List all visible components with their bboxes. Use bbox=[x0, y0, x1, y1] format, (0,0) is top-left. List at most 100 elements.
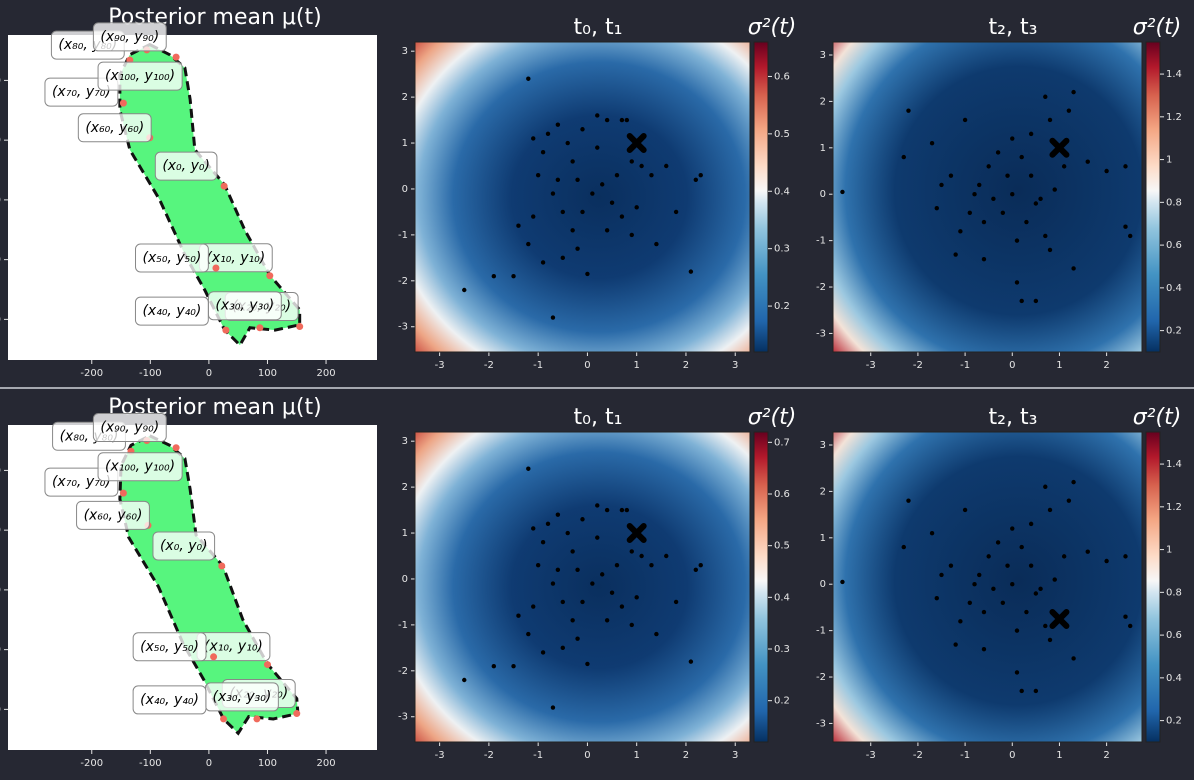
sample-point bbox=[526, 77, 530, 81]
x-tick-label: 0 bbox=[1009, 750, 1015, 761]
sample-point bbox=[1086, 160, 1090, 164]
sample-point bbox=[595, 503, 599, 507]
sample-point bbox=[1020, 299, 1024, 303]
sample-point bbox=[526, 632, 530, 636]
x-tick-label: -3 bbox=[435, 750, 445, 761]
sample-point bbox=[585, 662, 589, 666]
y-tick-label: 200 bbox=[0, 465, 1, 476]
sample-point bbox=[1005, 173, 1009, 177]
x-tick-label: -100 bbox=[139, 368, 162, 379]
sample-point bbox=[1053, 577, 1057, 581]
x-tick-label: -2 bbox=[913, 360, 923, 371]
landmark-label: (x₉₀, y₉₀) bbox=[100, 420, 159, 436]
sample-point bbox=[531, 214, 535, 218]
y-tick-label: 0 bbox=[402, 184, 408, 195]
colorbar-tick-label: 0.6 bbox=[774, 489, 790, 500]
landmark-point bbox=[221, 183, 228, 190]
panel: -200-1000100200-200-1000100200Posterior … bbox=[0, 395, 377, 769]
sample-point bbox=[902, 545, 906, 549]
x-tick-label: 0 bbox=[584, 750, 590, 761]
sample-point bbox=[1043, 234, 1047, 238]
panel: -3-2-10123-3-2-10123t₀, t₁0.20.30.40.50.… bbox=[398, 15, 796, 371]
colorbar-tick-label: 0.2 bbox=[1166, 716, 1182, 727]
sample-point bbox=[600, 572, 604, 576]
sample-point bbox=[949, 173, 953, 177]
variance-field bbox=[833, 432, 1142, 742]
sample-point bbox=[674, 600, 678, 604]
sample-point bbox=[906, 498, 910, 502]
sample-point bbox=[1034, 201, 1038, 205]
colorbar-label: σ²(t) bbox=[748, 15, 797, 40]
colorbar-tick-label: 0.4 bbox=[1166, 673, 1182, 684]
colorbar-tick-label: 0.7 bbox=[774, 437, 790, 448]
colorbar-tick-label: 0.8 bbox=[1166, 587, 1182, 598]
colorbar-label: σ²(t) bbox=[748, 405, 797, 430]
sample-point bbox=[580, 600, 584, 604]
sample-point bbox=[1029, 132, 1033, 136]
sample-point bbox=[1020, 689, 1024, 693]
sample-point bbox=[1038, 197, 1042, 201]
sample-point bbox=[1062, 554, 1066, 558]
sample-point bbox=[654, 632, 658, 636]
sample-point bbox=[590, 191, 594, 195]
y-tick-label: -200 bbox=[0, 704, 1, 715]
sample-point bbox=[1020, 155, 1024, 159]
sample-point bbox=[1067, 108, 1071, 112]
y-tick-label: 0 bbox=[402, 574, 408, 585]
sample-point bbox=[902, 155, 906, 159]
sample-point bbox=[1048, 248, 1052, 252]
colorbar-tick-label: 0.2 bbox=[774, 301, 790, 312]
sample-point bbox=[531, 604, 535, 608]
sample-point bbox=[674, 210, 678, 214]
sample-point bbox=[570, 618, 574, 622]
sample-point bbox=[1043, 485, 1047, 489]
landmark-label: (x₆₀, y₆₀) bbox=[85, 120, 144, 136]
y-tick-label: -2 bbox=[816, 282, 826, 293]
sample-point bbox=[1043, 95, 1047, 99]
sample-point bbox=[580, 210, 584, 214]
sample-point bbox=[556, 178, 560, 182]
sample-point bbox=[1001, 211, 1005, 215]
y-tick-label: -100 bbox=[0, 255, 1, 266]
y-tick-label: 3 bbox=[820, 50, 826, 61]
y-tick-label: 0 bbox=[820, 189, 826, 200]
y-tick-label: -3 bbox=[398, 322, 408, 333]
sample-point bbox=[605, 228, 609, 232]
x-tick-label: 2 bbox=[1103, 750, 1109, 761]
sample-point bbox=[972, 192, 976, 196]
sample-point bbox=[972, 582, 976, 586]
x-tick-label: 3 bbox=[732, 750, 738, 761]
sample-point bbox=[620, 214, 624, 218]
colorbar-tick-label: 0.6 bbox=[1166, 240, 1182, 251]
sample-point bbox=[991, 587, 995, 591]
sample-point bbox=[996, 540, 1000, 544]
sample-point bbox=[1048, 638, 1052, 642]
sample-point bbox=[949, 563, 953, 567]
sample-point bbox=[610, 591, 614, 595]
sample-point bbox=[939, 183, 943, 187]
sample-point bbox=[968, 601, 972, 605]
sample-point bbox=[561, 256, 565, 260]
sample-point bbox=[991, 197, 995, 201]
sample-point bbox=[590, 581, 594, 585]
y-tick-label: 1 bbox=[402, 138, 408, 149]
y-tick-label: 1 bbox=[820, 533, 826, 544]
sample-point bbox=[1123, 615, 1127, 619]
sample-point bbox=[541, 150, 545, 154]
sample-point bbox=[1048, 118, 1052, 122]
landmark-point bbox=[293, 710, 300, 717]
x-tick-label: 200 bbox=[316, 368, 335, 379]
sample-point bbox=[1010, 136, 1014, 140]
sample-point bbox=[1029, 522, 1033, 526]
y-tick-label: -1 bbox=[816, 236, 826, 247]
variance-field bbox=[833, 42, 1142, 352]
sample-point bbox=[996, 150, 1000, 154]
sample-point bbox=[575, 636, 579, 640]
sample-point bbox=[585, 272, 589, 276]
landmark-point bbox=[220, 715, 227, 722]
sample-point bbox=[982, 647, 986, 651]
landmark-point bbox=[296, 323, 303, 330]
x-tick-label: -2 bbox=[484, 750, 494, 761]
landmark-label: (x₁₀₀, y₁₀₀) bbox=[105, 68, 175, 84]
colorbar-tick-label: 0.2 bbox=[1166, 326, 1182, 337]
